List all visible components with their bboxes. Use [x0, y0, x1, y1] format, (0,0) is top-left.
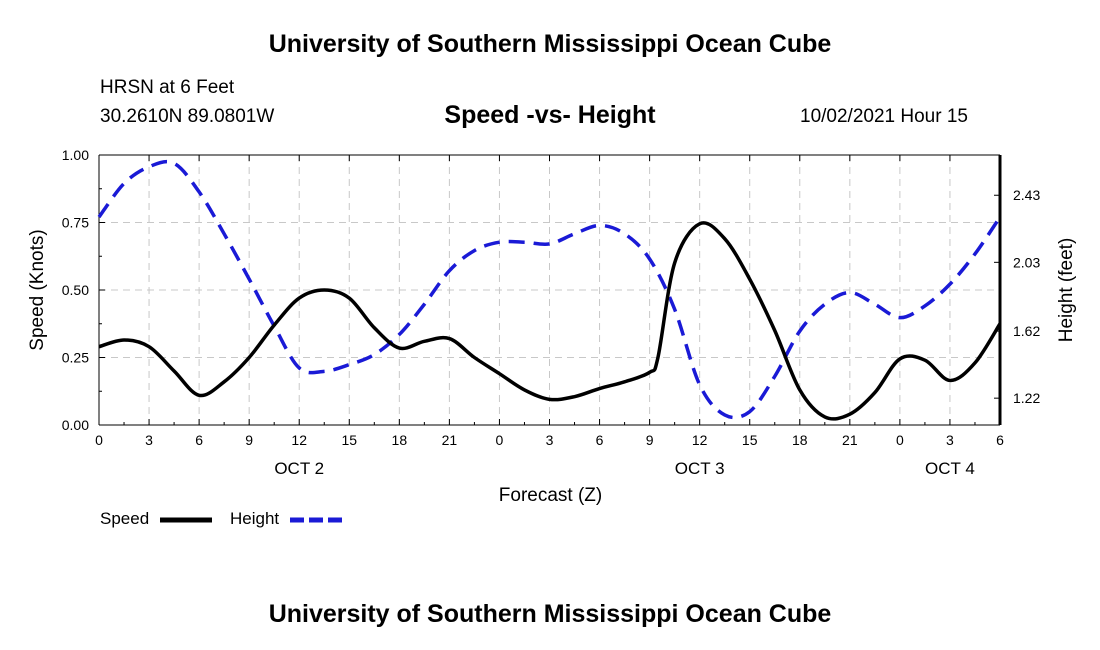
x-tick-label: 15	[742, 432, 758, 448]
series-speed-line	[98, 221, 1002, 421]
x-tick-label: 3	[546, 432, 554, 448]
y-tick-label: 0.50	[62, 282, 89, 298]
y-tick-label: 0.75	[62, 215, 89, 231]
station-name: HRSN at 6 Feet	[100, 77, 235, 98]
y2-tick-label: 1.22	[1013, 390, 1040, 406]
y2-tick-label: 1.62	[1013, 323, 1040, 339]
x-tick-label: 21	[842, 432, 858, 448]
x-tick-label: 18	[792, 432, 808, 448]
x-tick-label: 12	[692, 432, 708, 448]
x-tick-label: 3	[946, 432, 954, 448]
forecast-datetime: 10/02/2021 Hour 15	[800, 106, 968, 127]
series-height-line	[97, 159, 1002, 420]
footer-title: University of Southern Mississippi Ocean…	[268, 600, 832, 628]
x-tick-label: 9	[646, 432, 654, 448]
y2-tick-label: 2.43	[1013, 187, 1040, 203]
station-coordinates: 30.2610N 89.0801W	[100, 106, 275, 127]
x-tick-label: 3	[145, 432, 153, 448]
x-tick-label: 9	[245, 432, 253, 448]
x-tick-label: 0	[496, 432, 504, 448]
x-tick-label: 21	[442, 432, 458, 448]
x-tick-label: 12	[291, 432, 307, 448]
x-axis-title: Forecast (Z)	[499, 485, 602, 506]
x-tick-label: 15	[341, 432, 357, 448]
x-tick-label: 6	[596, 432, 604, 448]
legend-height-label: Height	[230, 509, 280, 528]
y-tick-label: 0.25	[62, 350, 89, 366]
page-title: University of Southern Mississippi Ocean…	[268, 30, 832, 58]
y-axis-title: Speed (Knots)	[27, 229, 48, 350]
day-label: OCT 3	[675, 459, 725, 478]
day-label: OCT 2	[274, 459, 324, 478]
y2-tick-label: 2.03	[1013, 254, 1040, 270]
x-tick-label: 6	[195, 432, 203, 448]
x-tick-label: 6	[996, 432, 1004, 448]
x-tick-label: 18	[392, 432, 408, 448]
chart-title: Speed -vs- Height	[444, 101, 656, 129]
y-tick-label: 1.00	[62, 147, 89, 163]
y2-axis-title: Height (feet)	[1056, 238, 1077, 343]
x-tick-label: 0	[95, 432, 103, 448]
x-tick-label: 0	[896, 432, 904, 448]
y-tick-label: 0.00	[62, 417, 89, 433]
legend-speed-label: Speed	[100, 509, 150, 528]
day-label: OCT 4	[925, 459, 975, 478]
